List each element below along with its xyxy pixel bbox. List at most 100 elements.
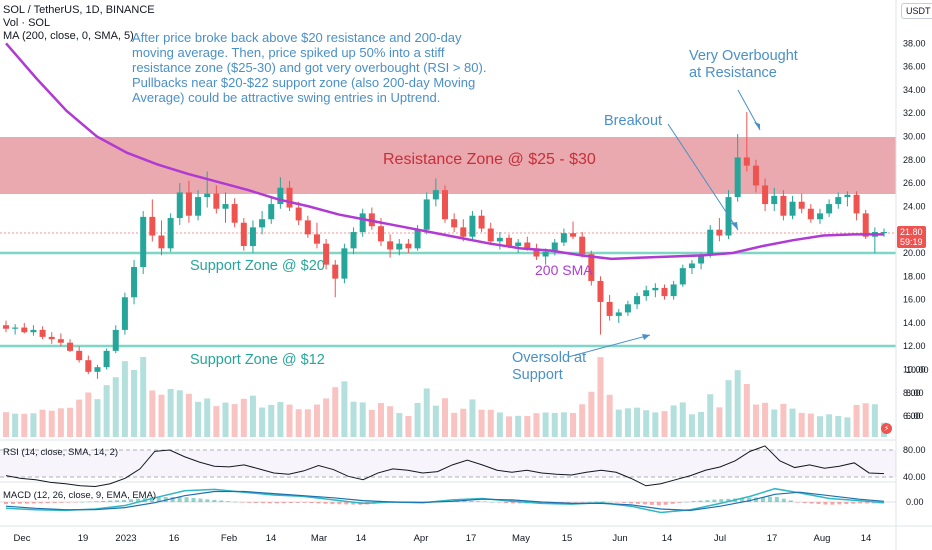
candle-body <box>48 336 55 340</box>
candlesticks <box>3 112 887 379</box>
price-tick-label: 30.00 <box>903 132 926 142</box>
breakout-annotation: Breakout <box>604 113 663 129</box>
volume-bar <box>661 411 668 437</box>
candle-body <box>862 213 869 237</box>
macd-histogram-bar <box>122 499 127 502</box>
volume-bar <box>698 411 705 437</box>
macd-histogram <box>4 496 884 506</box>
candle-body <box>112 329 119 351</box>
candle-body <box>286 187 293 208</box>
macd-histogram-bar <box>219 500 224 502</box>
currency-badge[interactable]: USDT <box>901 3 932 19</box>
macd-histogram-bar <box>580 502 585 503</box>
volume-bar <box>350 401 357 437</box>
macd-histogram-bar <box>802 502 807 504</box>
candle-body <box>414 229 421 249</box>
macd-histogram-bar <box>844 502 849 505</box>
candle-body <box>734 157 741 198</box>
volume-bar <box>295 409 302 437</box>
volume-bar <box>606 394 613 437</box>
macd-histogram-bar <box>94 501 99 502</box>
volume-bar <box>12 413 19 437</box>
volume-bar <box>121 361 128 437</box>
candle-body <box>432 190 439 200</box>
candle-body <box>222 204 229 209</box>
volume-bar <box>405 416 412 437</box>
macd-histogram-bar <box>670 502 675 504</box>
volume-bar <box>341 381 348 437</box>
candle-body <box>103 350 110 368</box>
macd-histogram-bar <box>73 502 78 503</box>
candle-body <box>451 219 458 228</box>
macd-histogram-bar <box>337 502 342 505</box>
sma-label: 200 SMA <box>535 262 593 278</box>
macd-histogram-bar <box>816 502 821 505</box>
ma-indicator-label[interactable]: MA (200, close, 0, SMA, 5) <box>3 30 134 42</box>
macd-histogram-bar <box>135 498 140 502</box>
candle-body <box>76 350 83 361</box>
candle-body <box>268 204 275 220</box>
candle-body <box>185 192 192 216</box>
volume-bar <box>688 414 695 437</box>
price-tick-label: 12.00 <box>903 341 926 351</box>
candle-body <box>341 248 348 279</box>
macd-histogram-bar <box>17 502 22 504</box>
volume-bar <box>39 409 46 437</box>
candle-body <box>826 204 833 214</box>
candle-body <box>140 216 147 267</box>
volume-bar <box>496 412 503 437</box>
volume-bar <box>158 394 165 437</box>
macd-histogram-bar <box>191 497 196 502</box>
volume-indicator-label[interactable]: Vol · SOL <box>3 17 51 29</box>
macd-histogram-bar <box>108 500 113 502</box>
resistance-zone-label: Resistance Zone @ $25 - $30 <box>383 151 596 168</box>
volume-bar <box>359 402 366 437</box>
macd-histogram-bar <box>517 502 522 504</box>
volume-bar <box>259 407 266 437</box>
last-price-value: 21.80 <box>900 227 923 237</box>
macd-histogram-bar <box>80 501 85 503</box>
price-axis[interactable]: 38.00 36.00 34.00 32.00 30.00 28.00 26.00 24.00… <box>903 38 929 507</box>
very-overbought-annotation: Very Overbought at Resistance <box>689 48 798 81</box>
volume-bar <box>185 393 192 437</box>
macd-histogram-bar <box>490 502 495 503</box>
candle-body <box>506 237 513 247</box>
macd-histogram-bar <box>809 502 814 504</box>
time-tick-label: 14 <box>266 533 277 544</box>
rsi-indicator-label[interactable]: RSI (14, close, SMA, 14, 2) <box>3 447 119 458</box>
symbol-title[interactable]: SOL / TetherUS, 1D, BINANCE <box>3 4 155 16</box>
alert-flash-icon[interactable]: ⚡ <box>881 423 892 434</box>
macd-histogram-bar <box>10 502 15 504</box>
volume-tick-label: 6.00 <box>906 411 924 421</box>
volume-bar <box>240 398 247 437</box>
macd-histogram-bar <box>795 502 800 503</box>
time-axis[interactable]: Dec 19 2023 16 Feb 14 Mar 14 Apr 17 May 15 Jun 14 Jul 1… <box>14 533 872 544</box>
macd-histogram-bar <box>698 500 703 502</box>
time-tick-label: May <box>512 533 530 544</box>
volume-bar <box>743 383 750 437</box>
volume-bar <box>277 401 284 437</box>
candle-body <box>560 233 567 243</box>
macd-histogram-bar <box>705 500 710 502</box>
candle-body <box>881 232 887 234</box>
time-tick-label: Feb <box>221 533 237 544</box>
macd-tick-label: 0.00 <box>906 497 924 507</box>
macd-histogram-bar <box>31 502 36 504</box>
candle-body <box>789 201 796 216</box>
candle-body <box>3 325 9 329</box>
candle-body <box>771 195 778 205</box>
last-price-tag[interactable]: 21.80 59:19 <box>897 226 926 248</box>
volume-bar <box>506 416 513 437</box>
candle-body <box>377 226 384 242</box>
macd-histogram-bar <box>483 501 488 503</box>
candle-body <box>85 360 92 372</box>
macd-histogram-bar <box>267 502 272 504</box>
volume-bar <box>624 408 631 437</box>
macd-histogram-bar <box>767 496 772 502</box>
macd-histogram-bar <box>858 502 863 504</box>
macd-indicator-label[interactable]: MACD (12, 26, close, 9, EMA, EMA) <box>3 490 157 501</box>
candle-body <box>21 327 28 333</box>
volume-bar <box>570 413 577 437</box>
volume-bar <box>615 409 622 437</box>
